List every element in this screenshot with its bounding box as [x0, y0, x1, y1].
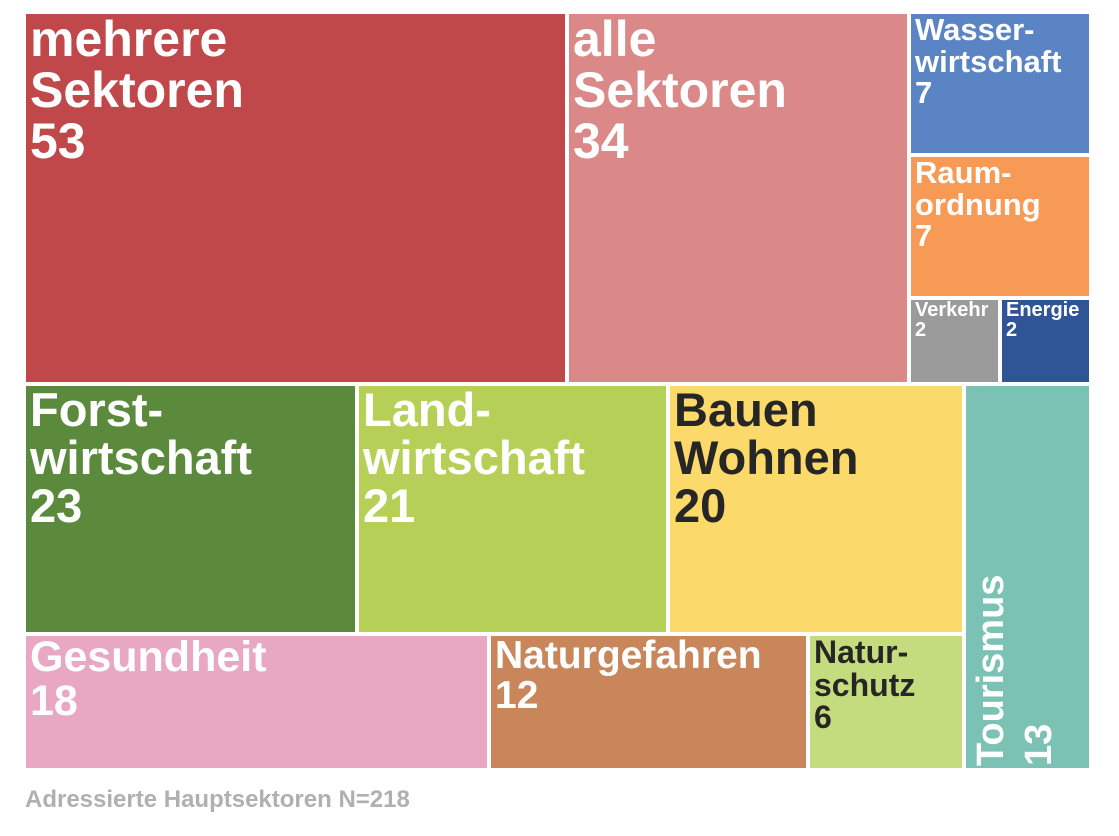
treemap-label-line: Wasser-: [915, 12, 1035, 47]
treemap-label-line: wirtschaft: [30, 430, 252, 484]
treemap-tile-wasser: Wasser-wirtschaft 7: [909, 12, 1091, 155]
treemap-label-naturschutz: Natur-schutz 6: [814, 636, 915, 734]
treemap-label-line: Verkehr: [915, 299, 989, 321]
treemap-label-line: wirtschaft: [915, 43, 1062, 79]
treemap-label-naturgefahren: Naturgefahren 12: [495, 636, 762, 716]
treemap-label-line: Wohnen: [674, 430, 859, 484]
treemap-value: 18: [30, 676, 78, 725]
treemap-tile-verkehr: Verkehr 2: [909, 298, 1000, 384]
treemap-label-line: Gesundheit: [30, 634, 267, 681]
treemap-value: 23: [30, 478, 83, 532]
treemap-tile-gesundheit: Gesundheit 18: [24, 634, 489, 770]
treemap-label-wasser: Wasser-wirtschaft 7: [915, 14, 1061, 109]
treemap-value: 2: [915, 319, 927, 342]
treemap-value: 6: [814, 699, 832, 736]
treemap-value: 7: [915, 75, 933, 111]
treemap-label-line: Tourismus: [970, 574, 1012, 766]
treemap-label-line: Raum-: [915, 155, 1012, 190]
treemap-label-line: schutz: [814, 666, 916, 703]
treemap-label-raum: Raum-ordnung 7: [915, 157, 1041, 252]
treemap-tile-land: Land-wirtschaft 21: [357, 384, 668, 634]
treemap-label-land: Land-wirtschaft 21: [363, 386, 585, 530]
treemap-label-line: Natur-: [814, 634, 909, 670]
treemap-tile-mehrere: mehrere Sektoren 53: [24, 12, 567, 384]
treemap-value: 34: [573, 113, 629, 169]
treemap-value: 7: [915, 218, 933, 254]
treemap-label-bauen: Bauen Wohnen 20: [674, 386, 859, 530]
treemap-label-line: Sektoren: [573, 62, 787, 118]
treemap-tile-naturgefahren: Naturgefahren 12: [489, 634, 808, 770]
treemap-value: 13: [1017, 723, 1060, 766]
treemap-label-line: Energie: [1006, 299, 1080, 321]
treemap-value: 53: [30, 113, 86, 169]
treemap-label-line: ordnung: [915, 186, 1041, 222]
treemap-value: 20: [674, 478, 727, 532]
treemap-label-alle: alle Sektoren 34: [573, 14, 787, 167]
treemap-label-line: Bauen: [674, 384, 818, 436]
treemap-tile-energie: Energie 2: [1000, 298, 1091, 384]
treemap-label-line: Forst-: [30, 384, 164, 436]
treemap-label-line: wirtschaft: [363, 430, 585, 484]
treemap-label-tourismus: Tourismus 13: [968, 575, 1063, 766]
treemap-label-line: Sektoren: [30, 62, 244, 118]
treemap-value: 21: [363, 478, 416, 532]
treemap-tile-raum: Raum-ordnung 7: [909, 155, 1091, 298]
treemap-label-line: Naturgefahren: [495, 634, 762, 677]
treemap-tile-forst: Forst-wirtschaft 23: [24, 384, 357, 634]
treemap-tile-alle: alle Sektoren 34: [567, 12, 909, 384]
treemap-value: 12: [495, 673, 539, 717]
treemap-label-forst: Forst-wirtschaft 23: [30, 386, 252, 530]
treemap-label-line: mehrere: [30, 12, 228, 67]
treemap-label-line: Land-: [363, 384, 491, 436]
chart-caption: Adressierte Hauptsektoren N=218: [25, 786, 410, 813]
treemap-value: 2: [1006, 319, 1018, 342]
treemap-label-line: alle: [573, 12, 657, 67]
treemap-tile-bauen: Bauen Wohnen 20: [668, 384, 964, 634]
treemap-tile-tourismus: Tourismus 13: [964, 384, 1091, 770]
treemap-label-mehrere: mehrere Sektoren 53: [30, 14, 244, 167]
treemap-label-energie: Energie 2: [1006, 300, 1079, 341]
treemap-label-verkehr: Verkehr 2: [915, 300, 988, 341]
treemap-label-gesundheit: Gesundheit 18: [30, 636, 267, 724]
treemap-tile-naturschutz: Natur-schutz 6: [808, 634, 964, 770]
